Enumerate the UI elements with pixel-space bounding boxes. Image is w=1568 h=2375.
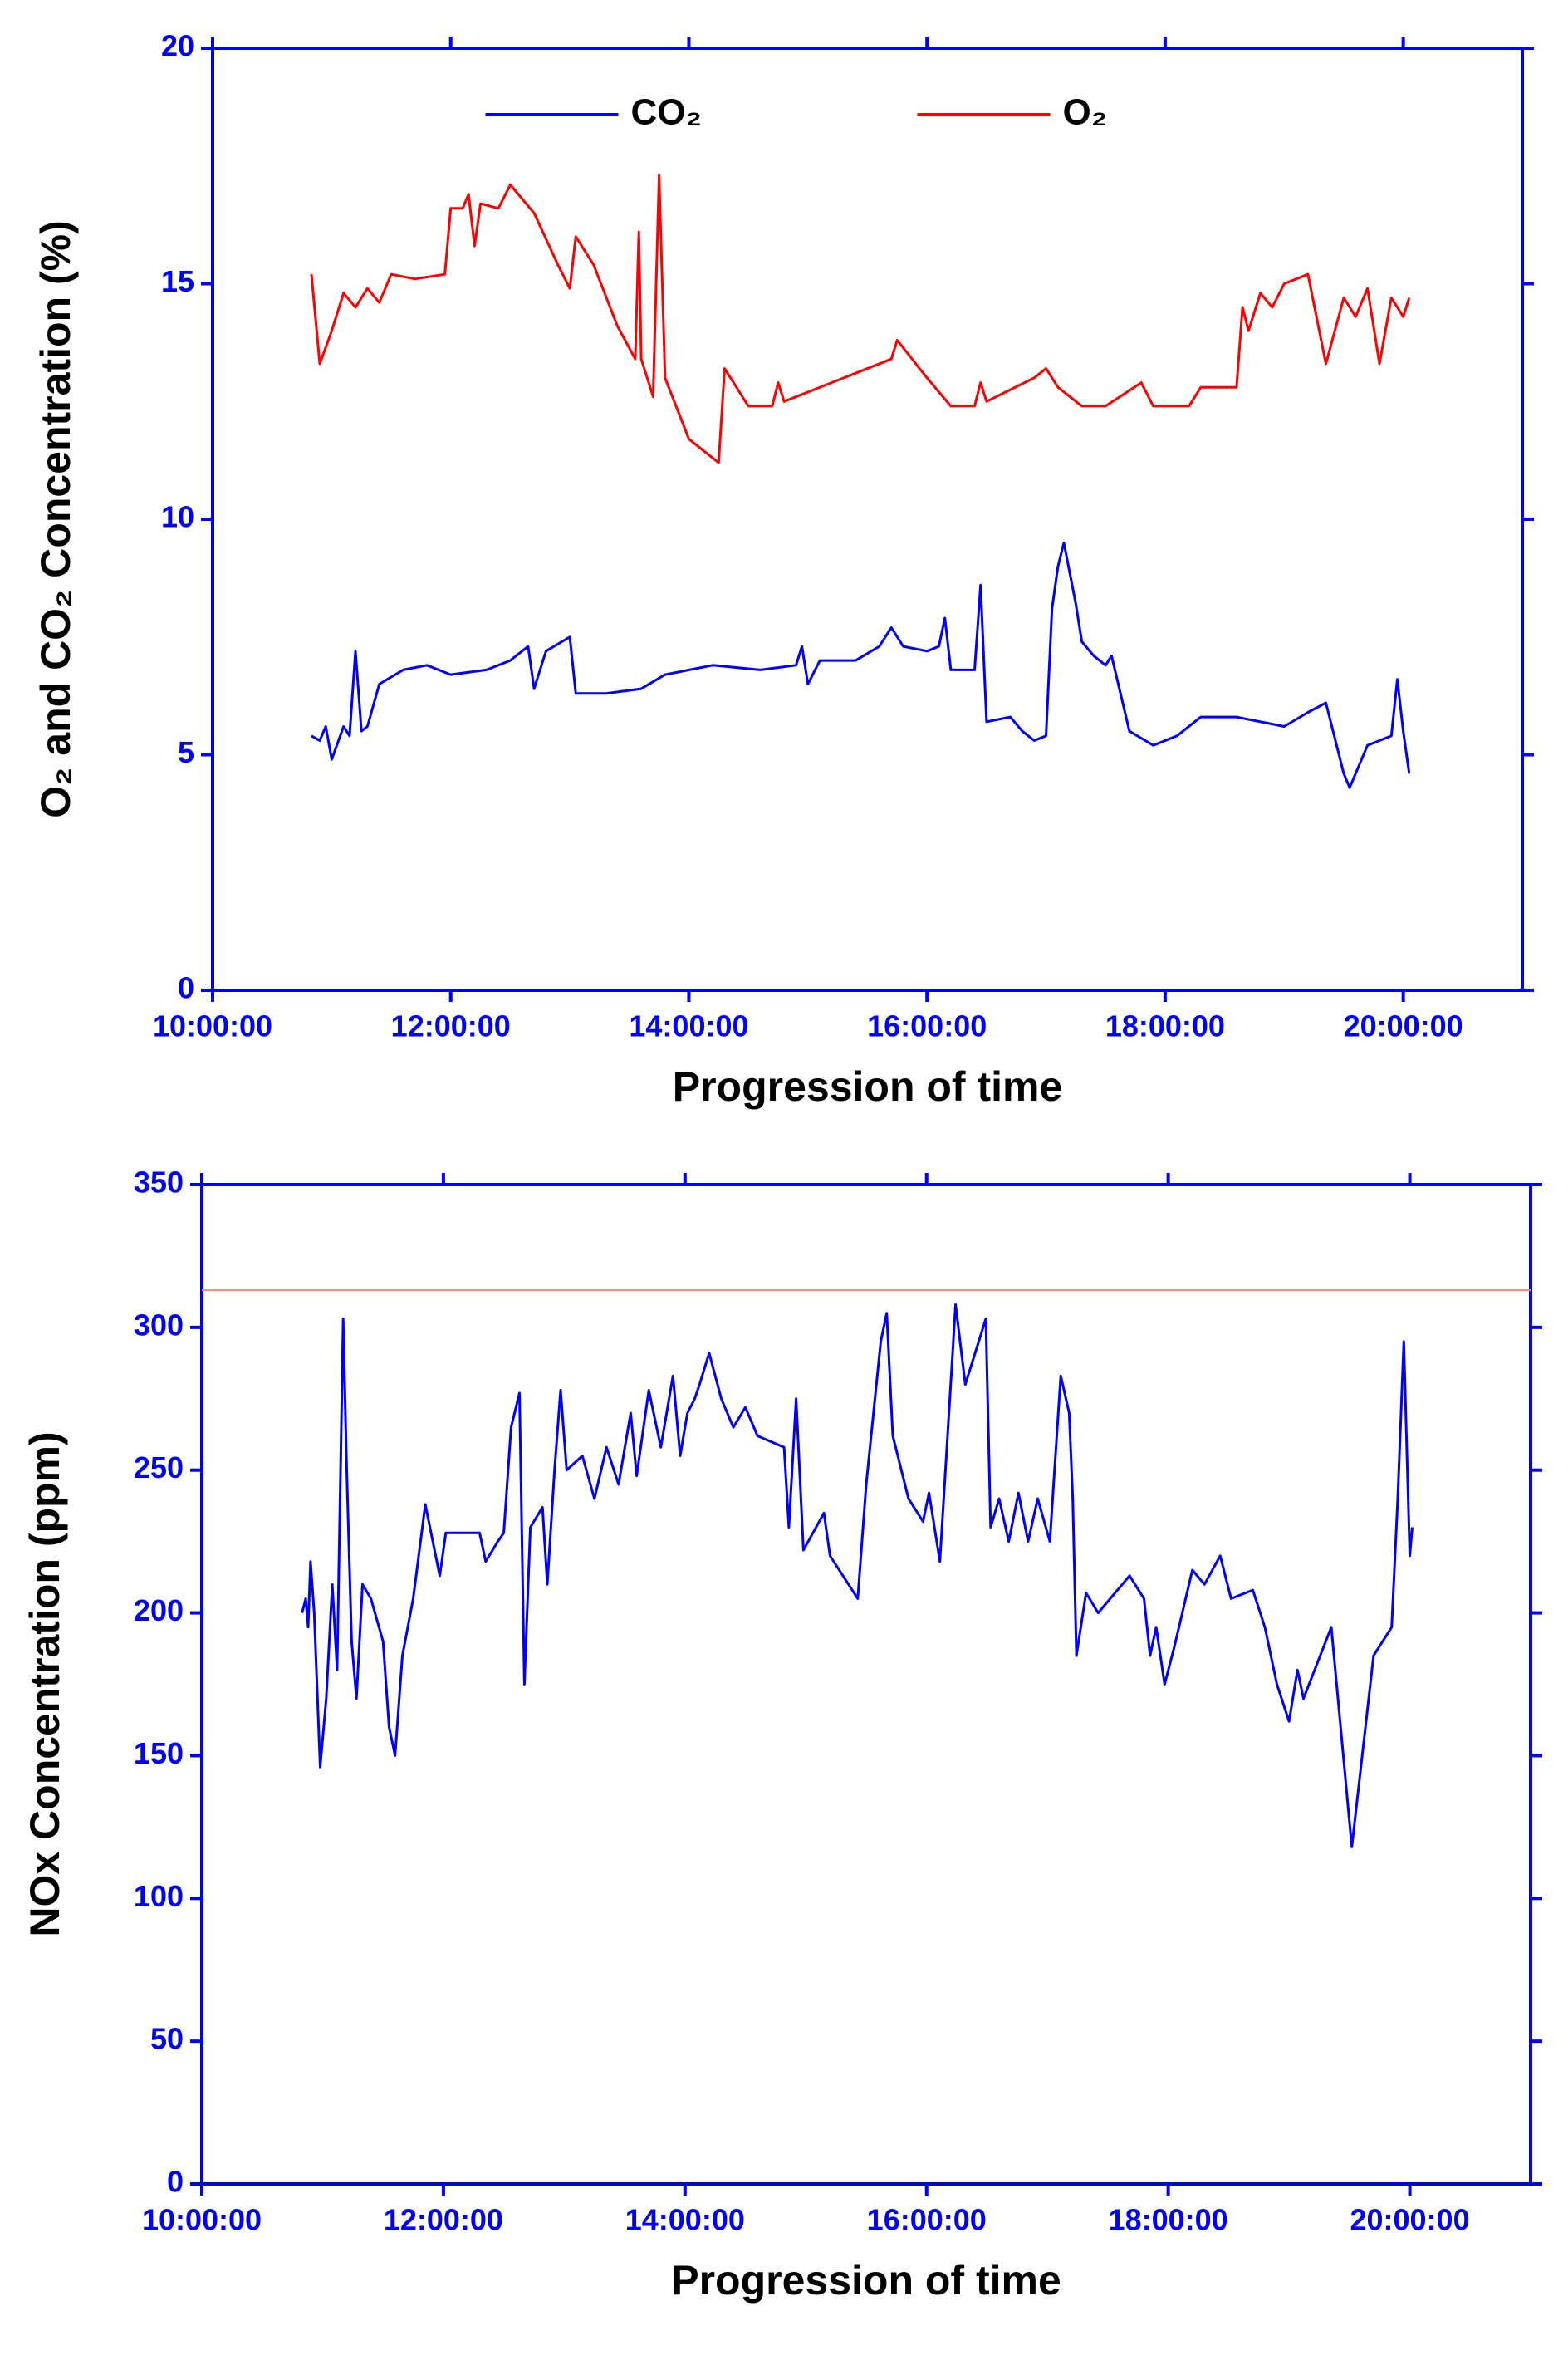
x-tick-label: 18:00:00 [1105,1009,1225,1043]
x-tick-label: 18:00:00 [1109,2203,1228,2237]
y-tick-label: 100 [134,1879,184,1913]
y-tick-label: 350 [134,1165,184,1200]
y-axis-title: NOx Concentration (ppm) [22,1431,68,1936]
x-tick-label: 10:00:00 [153,1009,272,1043]
y-tick-label: 15 [161,264,194,298]
y-tick-label: 250 [134,1450,184,1484]
legend-label: CO₂ [631,92,703,133]
data-line [311,541,1411,789]
data-line [301,1303,1414,1848]
y-tick-label: 50 [150,2022,184,2056]
x-tick-label: 20:00:00 [1350,2203,1469,2237]
y-tick-label: 150 [134,1736,184,1770]
x-axis-title: Progression of time [673,1063,1063,1110]
x-tick-label: 12:00:00 [391,1009,511,1043]
x-tick-label: 12:00:00 [384,2203,503,2237]
y-tick-label: 20 [161,29,194,63]
y-tick-label: 200 [134,1593,184,1627]
y-tick-label: 0 [167,2165,184,2199]
data-line [310,174,1411,464]
y-axis-title: O₂ and CO₂ Concentration (%) [32,220,79,817]
x-tick-label: 14:00:00 [625,2203,745,2237]
y-tick-label: 0 [178,971,194,1005]
y-tick-label: 5 [178,735,194,769]
plot-frame [200,1183,1532,2186]
x-tick-label: 16:00:00 [867,1009,987,1043]
legend-label: O₂ [1063,92,1108,133]
x-tick-label: 20:00:00 [1344,1009,1463,1043]
y-tick-label: 10 [161,500,194,534]
x-axis-title: Progression of time [671,2257,1061,2304]
y-tick-label: 300 [134,1308,184,1342]
plot-frame [211,47,1524,992]
x-tick-label: 16:00:00 [867,2203,987,2237]
x-tick-label: 14:00:00 [629,1009,748,1043]
x-tick-label: 10:00:00 [142,2203,262,2237]
